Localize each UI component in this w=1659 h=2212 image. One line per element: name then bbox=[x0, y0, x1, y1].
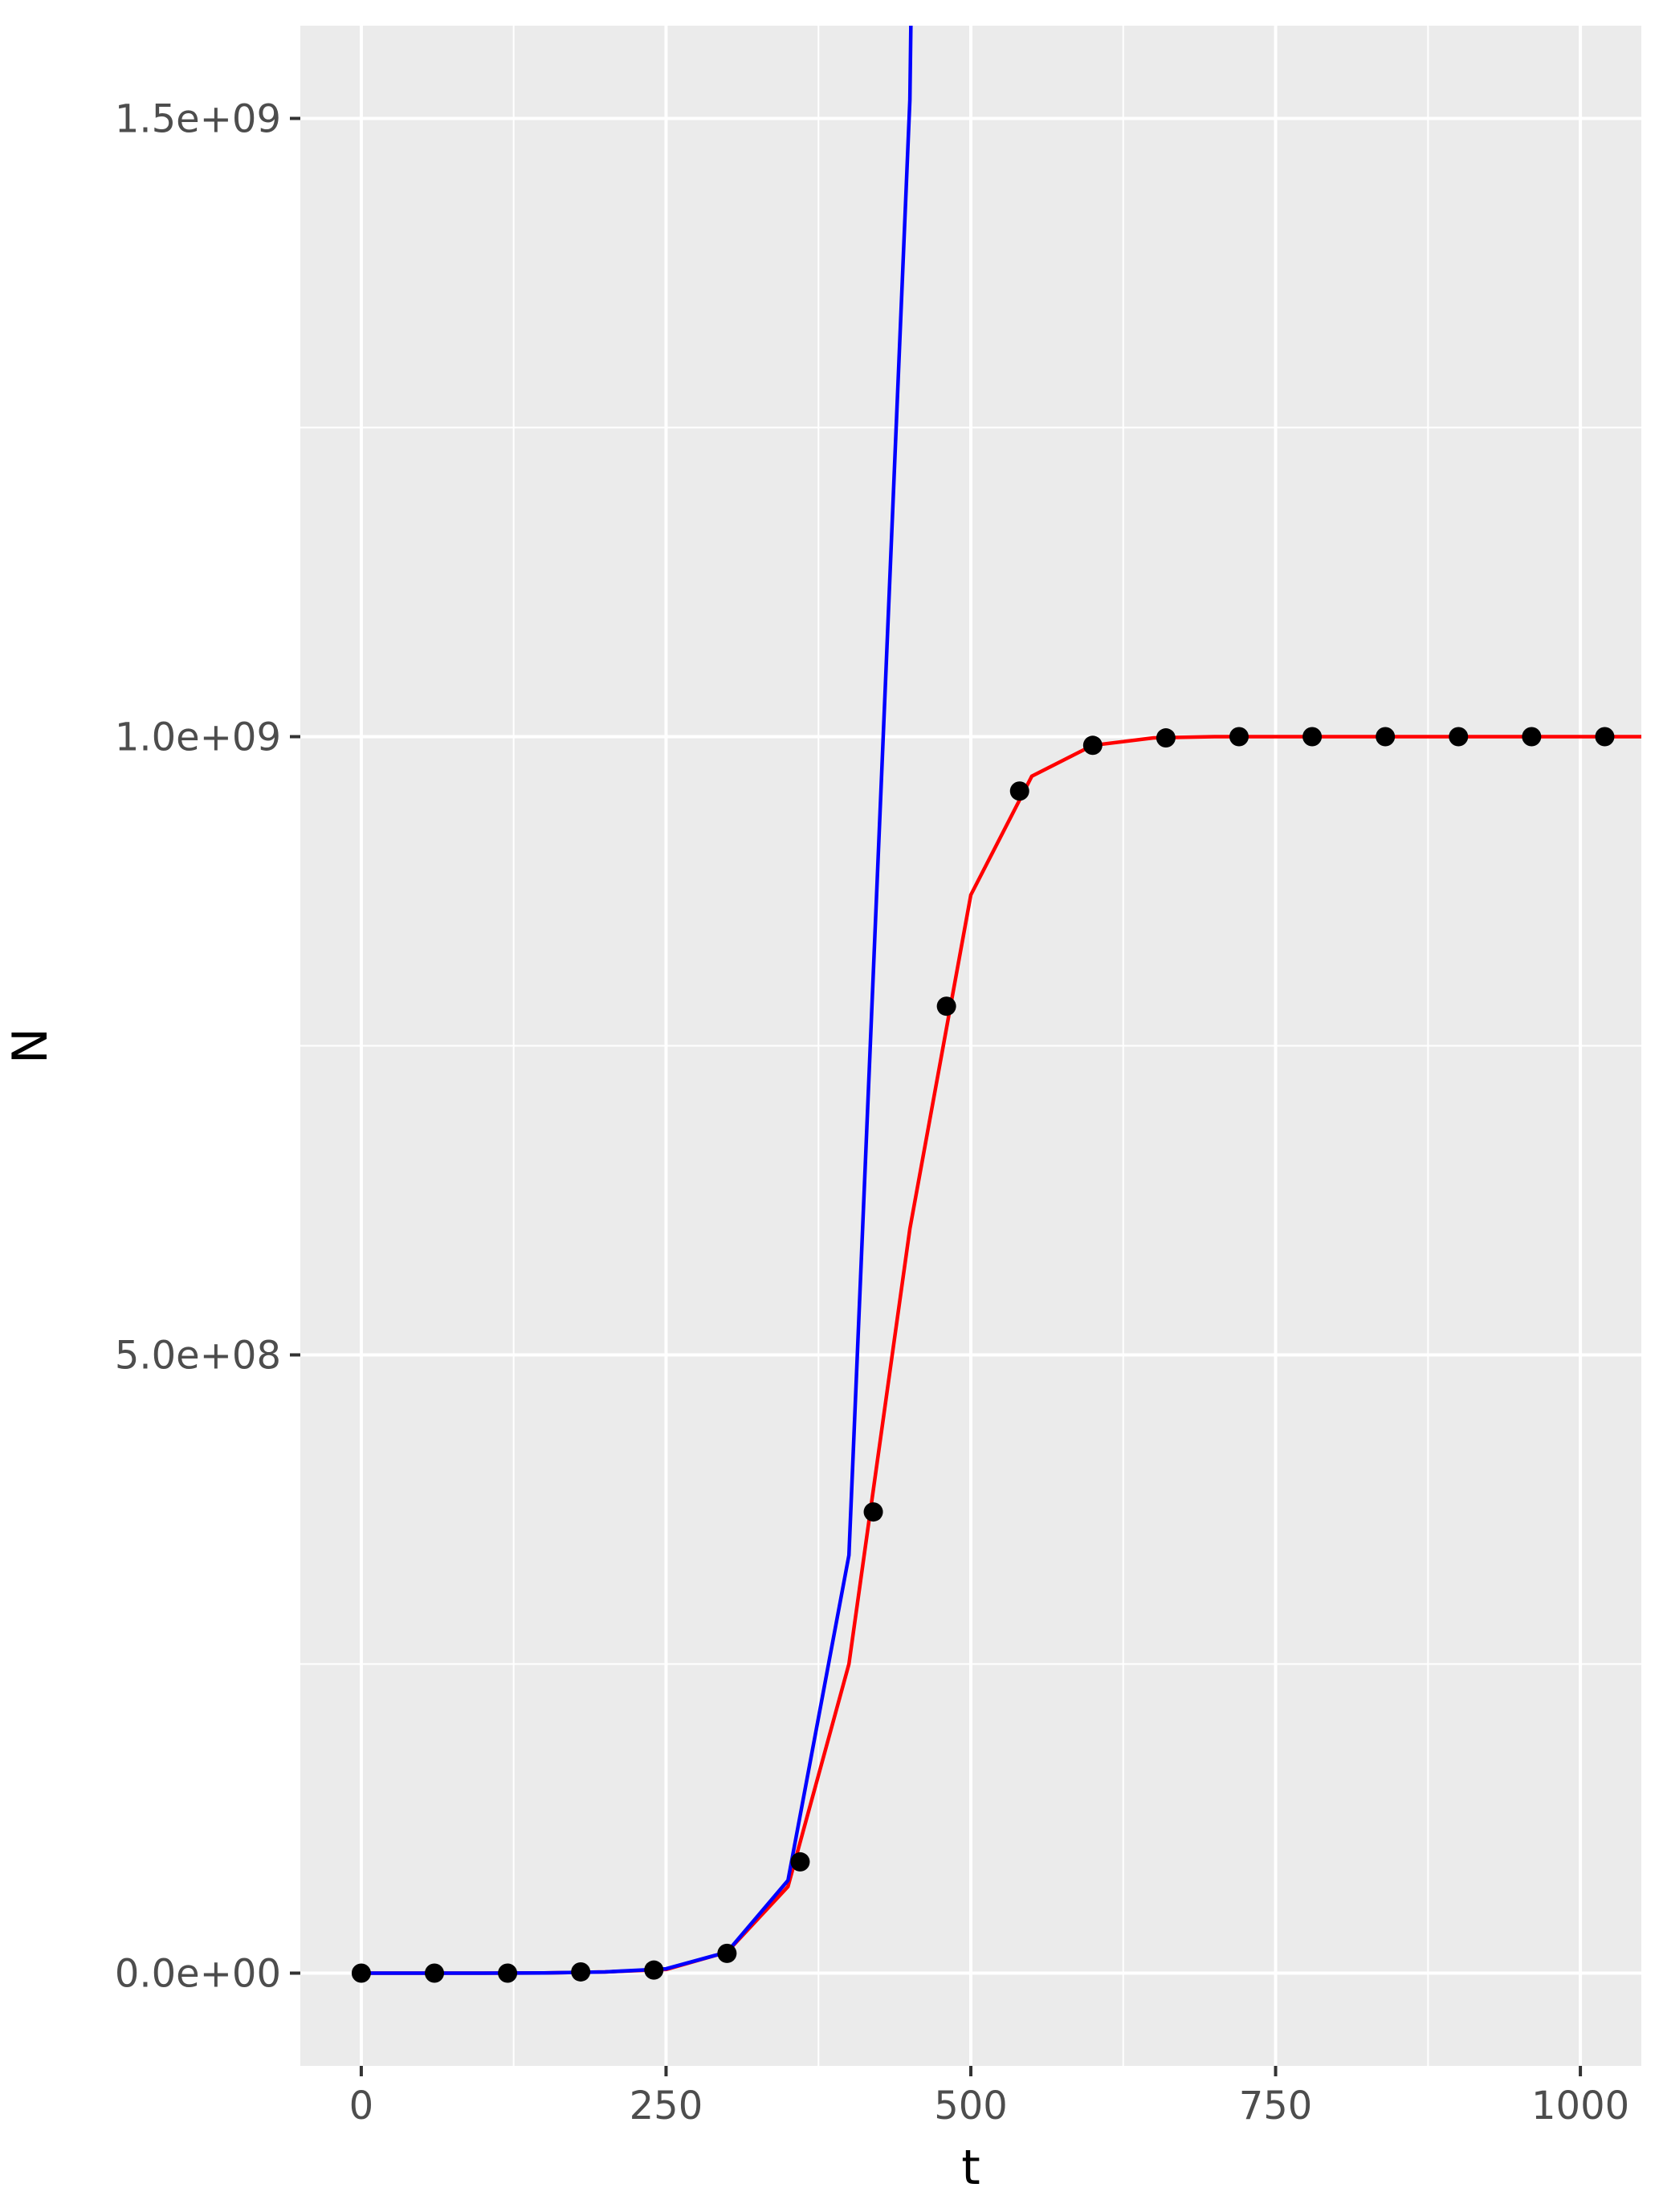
y-axis-title: N bbox=[2, 1028, 59, 1064]
data-point bbox=[1156, 728, 1176, 748]
data-point bbox=[1449, 727, 1469, 747]
series-line-2 bbox=[361, 26, 913, 1975]
x-tick-label: 250 bbox=[630, 2084, 703, 2128]
x-tick-label: 1000 bbox=[1531, 2084, 1629, 2128]
data-point bbox=[1376, 727, 1396, 747]
data-point bbox=[425, 1963, 444, 1983]
data-point bbox=[936, 996, 956, 1016]
data-point bbox=[717, 1943, 737, 1963]
data-point bbox=[1009, 781, 1029, 801]
x-tick-label: 500 bbox=[934, 2084, 1008, 2128]
y-axis: 0.0e+00 5.0e+08 1.0e+09 1.5e+09 bbox=[115, 97, 300, 1997]
data-point bbox=[1302, 727, 1323, 747]
x-axis-title: t bbox=[961, 2140, 980, 2196]
x-tick-label: 0 bbox=[349, 2084, 374, 2128]
y-tick-label: 5.0e+08 bbox=[115, 1334, 281, 1379]
y-tick-label: 0.0e+00 bbox=[115, 1952, 281, 1997]
data-point bbox=[644, 1960, 664, 1980]
data-point bbox=[571, 1961, 591, 1982]
data-point bbox=[1229, 727, 1249, 747]
data-point bbox=[351, 1963, 371, 1983]
y-tick-label: 1.0e+09 bbox=[115, 715, 281, 760]
data-point bbox=[1595, 727, 1615, 747]
data-point bbox=[1522, 727, 1542, 747]
data-point bbox=[498, 1963, 518, 1983]
x-tick-label: 750 bbox=[1239, 2084, 1313, 2128]
x-axis: 0 250 500 750 1000 bbox=[349, 2066, 1629, 2128]
y-tick-label: 1.5e+09 bbox=[115, 97, 281, 142]
data-points bbox=[351, 727, 1615, 1983]
data-point bbox=[863, 1502, 883, 1522]
data-point bbox=[790, 1851, 810, 1872]
data-point bbox=[1082, 735, 1103, 756]
